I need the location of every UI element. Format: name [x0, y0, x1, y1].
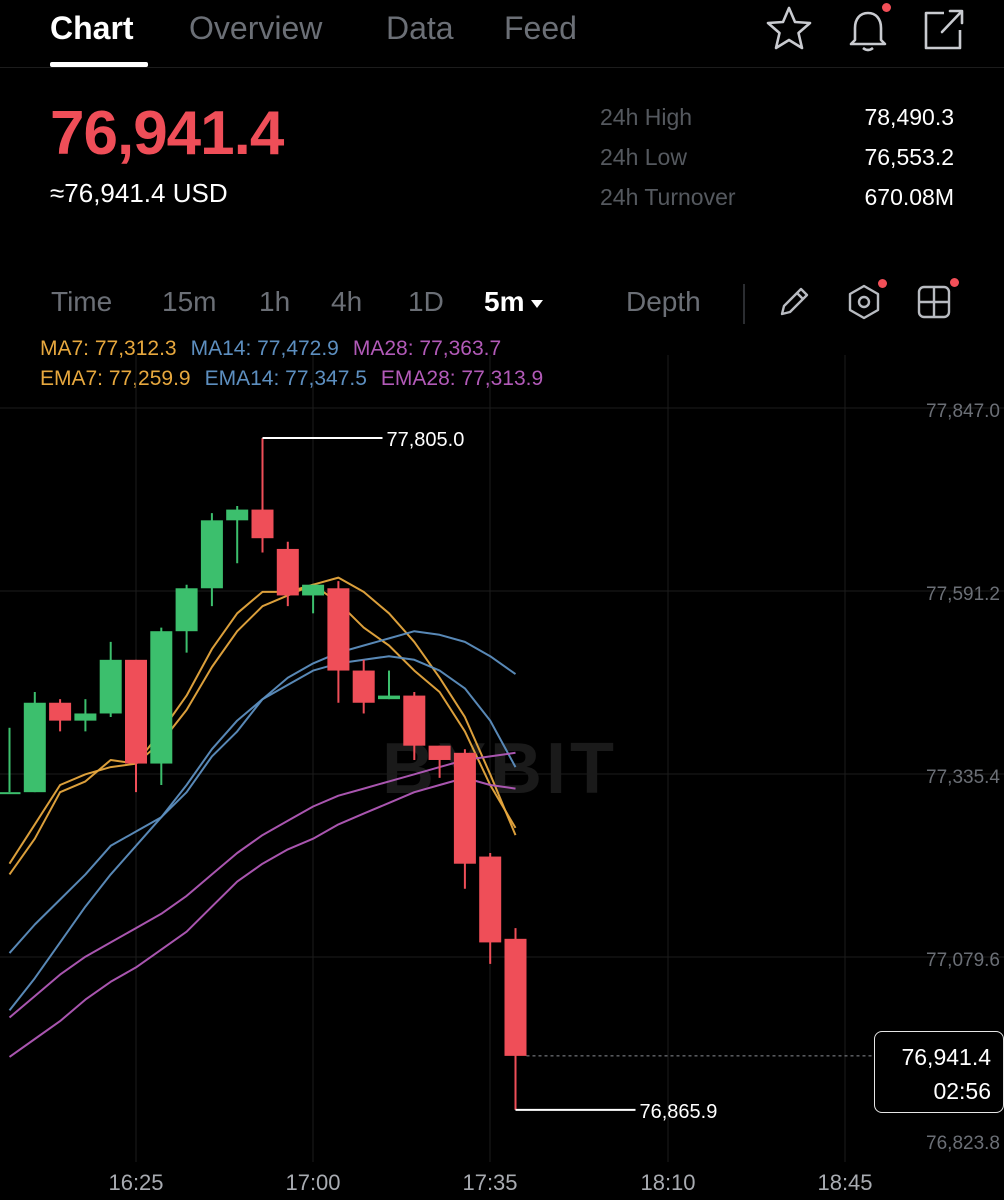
x-tick-label: 17:00 [285, 1170, 340, 1195]
x-tick-label: 18:45 [817, 1170, 872, 1195]
stat-value-24h-low: 76,553.2 [864, 144, 954, 170]
interval-1d[interactable]: 1D [408, 286, 444, 317]
stat-value-24h-high: 78,490.3 [864, 104, 954, 130]
star-icon[interactable] [764, 4, 814, 54]
ma-indicator-row: MA7: 77,312.3 MA14: 77,472.9 MA28: 77,363.… [40, 337, 515, 361]
y-tick-label: 76,823.8 [926, 1133, 1000, 1154]
candles [0, 438, 527, 1110]
interval-4h[interactable]: 4h [331, 286, 363, 317]
candle-body [23, 702, 46, 793]
depth-button[interactable]: Depth [626, 286, 701, 317]
ema28-value: EMA28: 77,313.9 [380, 367, 544, 390]
tab-chart[interactable]: Chart [50, 10, 134, 46]
candle-body [479, 856, 502, 943]
last-price-tag-value: 76,941.4 [901, 1044, 991, 1070]
x-tick-label: 16:25 [108, 1170, 163, 1195]
ema-indicator-row: EMA7: 77,259.9 EMA14: 77,347.5 EMA28: 77,3… [40, 367, 557, 391]
line-ema7 [8, 583, 517, 875]
layout-grid-icon[interactable] [914, 282, 954, 322]
line-ma28 [8, 751, 516, 1019]
candle-body [200, 520, 223, 589]
x-tick-label: 17:35 [462, 1170, 517, 1195]
high-label: 77,805.0 [387, 429, 465, 451]
y-tick-label: 77,335.4 [926, 767, 1000, 788]
candle-body [74, 713, 97, 721]
y-tick-label: 77,079.6 [926, 950, 1000, 971]
ema7-value: EMA7: 77,259.9 [40, 367, 191, 390]
interval-bar: Time 15m 1h 4h 1D 5m Depth [0, 278, 1004, 326]
ma28-value: MA28: 77,363.7 [352, 337, 502, 360]
layout-badge-dot [950, 278, 959, 287]
y-tick-label: 77,847.0 [926, 401, 1000, 422]
stat-label-24h-low: 24h Low [600, 144, 687, 170]
interval-time[interactable]: Time [51, 286, 113, 317]
candle-body [378, 695, 400, 700]
interval-selected-label: 5m [484, 286, 525, 317]
tab-feed[interactable]: Feed [504, 10, 577, 46]
indicator-lines [8, 576, 517, 1058]
axis-labels: 77,847.0 77,591.2 77,335.4 77,079.6 76,823.8… [108, 401, 1000, 1195]
tab-overview[interactable]: Overview [189, 10, 323, 46]
ma7-value: MA7: 77,312.3 [40, 337, 177, 360]
candle-countdown: 02:56 [933, 1078, 991, 1104]
line-ema28 [8, 776, 516, 1058]
active-tab-indicator [50, 62, 148, 67]
settings-badge-dot [878, 279, 887, 288]
stat-value-24h-turnover: 670.08M [864, 184, 954, 210]
annotations: 77,805.0 76,865.9 [262, 429, 874, 1123]
candle-body [150, 631, 173, 764]
candle-body [251, 509, 274, 539]
share-icon[interactable] [918, 4, 968, 54]
last-price: 76,941.4 [50, 99, 284, 168]
low-label: 76,865.9 [640, 1101, 718, 1123]
candle-body [403, 695, 426, 746]
toolbar-divider [743, 284, 745, 324]
y-tick-label: 77,591.2 [926, 584, 1000, 605]
stat-label-24h-high: 24h High [600, 104, 693, 130]
ma14-value: MA14: 77,472.9 [190, 337, 339, 360]
candle-body [504, 938, 527, 1056]
tab-data[interactable]: Data [386, 10, 454, 46]
candle-body [302, 584, 325, 596]
candle-body [0, 792, 21, 795]
interval-15m[interactable]: 15m [162, 286, 217, 317]
x-tick-label: 18:10 [640, 1170, 695, 1195]
candle-body [428, 745, 451, 760]
candle-body [327, 588, 350, 671]
bell-icon[interactable] [843, 4, 893, 54]
candle-body [352, 670, 375, 703]
candle-body [125, 659, 147, 764]
price-usd: ≈76,941.4 USD [50, 178, 228, 208]
candle-body [99, 659, 122, 714]
candle-body [276, 548, 299, 596]
notification-dot [882, 3, 891, 12]
stat-label-24h-turnover: 24h Turnover [600, 184, 736, 210]
candle-body [49, 702, 72, 721]
ema14-value: EMA14: 77,347.5 [204, 367, 367, 390]
candle-body [226, 509, 249, 521]
dropdown-caret-icon [531, 299, 544, 308]
pencil-icon[interactable] [774, 282, 814, 322]
line-ma7 [8, 576, 517, 865]
settings-icon[interactable] [844, 282, 884, 322]
candle-body [175, 588, 198, 632]
line-ema14 [8, 655, 517, 1012]
last-price-tag: 76,941.4 02:56 [874, 1031, 1004, 1113]
interval-1h[interactable]: 1h [259, 286, 291, 317]
tab-bar: Chart Overview Data Feed [0, 0, 1004, 68]
candle-body [453, 752, 476, 864]
interval-5m-selected[interactable]: 5m [484, 286, 544, 318]
